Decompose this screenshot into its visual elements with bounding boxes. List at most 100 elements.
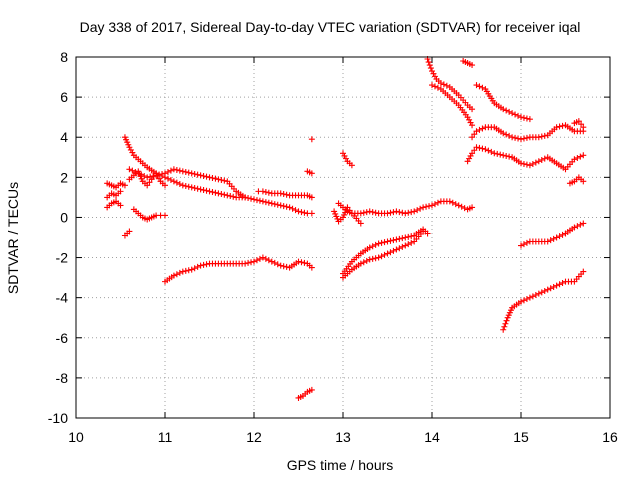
data-point	[280, 263, 287, 270]
data-point	[378, 253, 385, 260]
data-point	[173, 179, 180, 186]
data-point	[503, 317, 510, 324]
data-point	[117, 188, 124, 195]
data-point	[482, 146, 489, 153]
data-point	[129, 167, 136, 174]
y-tick-label: -2	[56, 250, 69, 266]
series-arc-l	[304, 168, 315, 177]
data-point	[509, 110, 516, 117]
data-point	[402, 234, 409, 241]
data-point	[535, 134, 542, 141]
data-point	[248, 195, 255, 202]
data-point	[520, 160, 527, 167]
data-point	[429, 68, 435, 75]
data-point	[580, 124, 587, 131]
data-point	[262, 189, 269, 196]
data-point	[129, 149, 136, 156]
data-point	[188, 266, 195, 273]
data-point	[200, 172, 207, 179]
data-point	[167, 167, 174, 174]
data-point	[375, 240, 382, 247]
data-point	[467, 119, 474, 126]
data-point	[384, 210, 391, 217]
data-point	[164, 175, 171, 182]
data-point	[580, 220, 587, 227]
data-point	[248, 259, 255, 266]
data-point	[191, 265, 198, 272]
data-point	[366, 256, 373, 263]
data-point	[298, 209, 305, 216]
data-point	[164, 168, 171, 175]
series-arc-a	[104, 180, 128, 191]
data-point	[203, 187, 210, 194]
data-point	[469, 106, 476, 113]
data-point	[529, 160, 536, 167]
data-point	[479, 125, 486, 132]
data-point	[253, 197, 260, 204]
data-point	[162, 212, 168, 219]
data-point	[437, 80, 444, 87]
data-point	[538, 156, 545, 163]
data-point	[179, 182, 186, 189]
series-arc-t	[429, 82, 476, 129]
y-tick-label: 8	[60, 49, 68, 65]
data-point	[571, 156, 578, 163]
data-point	[449, 199, 456, 206]
series-arc-d	[121, 228, 133, 239]
data-point	[446, 198, 453, 205]
data-point	[121, 182, 128, 189]
data-point	[577, 221, 584, 228]
data-point	[417, 205, 424, 212]
data-point	[295, 258, 302, 265]
data-point	[544, 286, 551, 293]
data-point	[523, 161, 530, 168]
data-point	[520, 297, 527, 304]
data-point	[427, 65, 434, 72]
data-point	[506, 108, 513, 115]
data-point	[117, 202, 124, 209]
y-tick-label: -6	[56, 330, 69, 346]
data-point	[473, 144, 480, 151]
data-point	[274, 261, 281, 268]
data-point	[506, 153, 513, 160]
data-point	[212, 175, 219, 182]
data-point	[185, 169, 192, 176]
data-point	[253, 257, 260, 264]
series-arc-s	[424, 56, 476, 113]
data-point	[212, 189, 219, 196]
data-point	[366, 244, 373, 251]
series-arc-p	[331, 204, 364, 227]
x-axis-label: GPS time / hours	[287, 457, 394, 473]
plot-frame	[75, 56, 611, 419]
y-axis-label: SDTVAR / TECUs	[5, 182, 21, 294]
data-point	[523, 134, 530, 141]
data-point	[170, 166, 177, 173]
data-point	[509, 134, 516, 141]
data-point	[541, 287, 548, 294]
data-point	[277, 202, 284, 209]
data-point	[408, 239, 415, 246]
data-point	[518, 242, 524, 249]
data-point	[387, 209, 394, 216]
data-point	[292, 207, 299, 214]
data-point	[242, 194, 249, 201]
series-arc-y	[566, 174, 587, 187]
data-point	[518, 114, 524, 121]
series-arc-aa	[518, 220, 587, 249]
data-point	[360, 209, 367, 216]
data-point	[547, 237, 554, 244]
data-point	[494, 150, 501, 157]
series-arc-u	[460, 58, 476, 69]
data-point	[532, 159, 539, 166]
data-point	[265, 189, 272, 196]
data-point	[242, 260, 249, 267]
data-point	[515, 135, 522, 142]
data-point	[170, 178, 177, 185]
data-point	[173, 166, 180, 173]
data-point	[414, 207, 421, 214]
data-point	[390, 237, 397, 244]
data-point	[230, 193, 237, 200]
y-tick-label: 4	[60, 129, 68, 145]
data-point	[556, 281, 563, 288]
data-point	[144, 182, 151, 189]
